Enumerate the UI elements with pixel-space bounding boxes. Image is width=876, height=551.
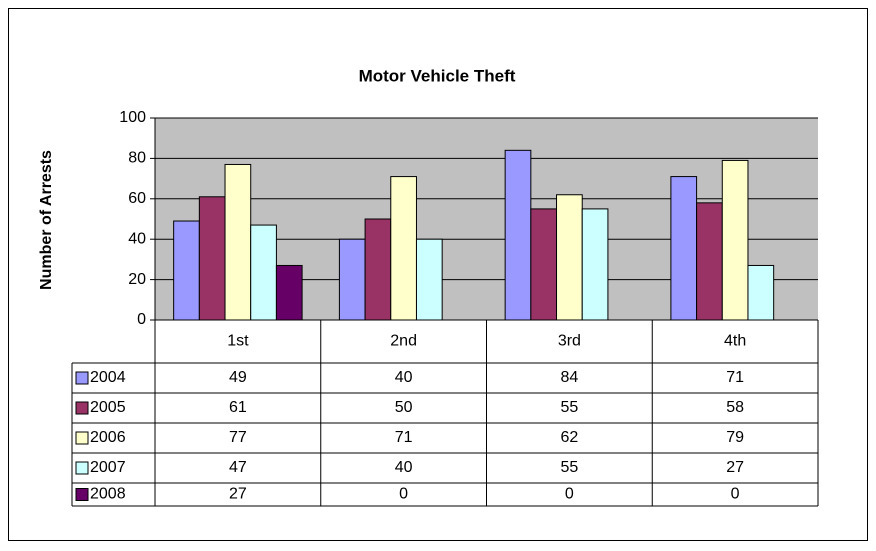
x-tick-label: 3rd bbox=[558, 333, 581, 350]
bar bbox=[198, 196, 226, 321]
legend-swatch bbox=[75, 461, 89, 475]
bar bbox=[581, 208, 609, 321]
y-tick-label: 80 bbox=[128, 150, 146, 167]
bar bbox=[556, 194, 583, 321]
table-value: 62 bbox=[560, 429, 578, 446]
x-tick-label: 2nd bbox=[390, 333, 417, 350]
table-value: 79 bbox=[726, 429, 744, 446]
legend-swatch bbox=[75, 371, 89, 385]
table-value: 77 bbox=[229, 429, 247, 446]
table-value: 84 bbox=[560, 369, 578, 386]
table-value: 40 bbox=[395, 369, 413, 386]
table-value: 40 bbox=[395, 459, 413, 476]
table-value: 47 bbox=[229, 459, 247, 476]
legend-label: 2004 bbox=[90, 369, 126, 386]
legend-label: 2006 bbox=[90, 429, 126, 446]
bar bbox=[275, 264, 303, 321]
bar bbox=[338, 238, 366, 321]
bar bbox=[224, 163, 252, 321]
bar bbox=[415, 238, 443, 321]
x-tick-label: 1st bbox=[227, 333, 249, 350]
legend-swatch bbox=[75, 488, 89, 501]
bar bbox=[747, 264, 775, 321]
chart-title: Motor Vehicle Theft bbox=[359, 66, 516, 85]
table-value: 0 bbox=[731, 486, 740, 503]
bar bbox=[696, 202, 723, 321]
table-value: 71 bbox=[726, 369, 744, 386]
bar bbox=[504, 149, 532, 321]
legend-label: 2005 bbox=[90, 399, 126, 416]
table-value: 27 bbox=[229, 486, 247, 503]
y-tick-label: 0 bbox=[137, 311, 146, 328]
y-tick-label: 100 bbox=[119, 109, 146, 126]
bar bbox=[530, 208, 558, 321]
bar bbox=[390, 176, 417, 321]
table-value: 55 bbox=[560, 459, 578, 476]
bar bbox=[721, 159, 749, 321]
table-value: 50 bbox=[395, 399, 413, 416]
legend-swatch bbox=[75, 401, 89, 415]
y-tick-label: 20 bbox=[128, 271, 146, 288]
table-value: 71 bbox=[395, 429, 413, 446]
table-value: 0 bbox=[565, 486, 574, 503]
y-axis-label: Number of Arrests bbox=[38, 150, 55, 290]
table-value: 49 bbox=[229, 369, 247, 386]
table-value: 27 bbox=[726, 459, 744, 476]
table-value: 0 bbox=[399, 486, 408, 503]
table-value: 58 bbox=[726, 399, 744, 416]
y-tick-label: 60 bbox=[128, 190, 146, 207]
table-value: 55 bbox=[560, 399, 578, 416]
bar bbox=[250, 224, 277, 321]
y-tick-label: 40 bbox=[128, 230, 146, 247]
bar bbox=[173, 220, 200, 321]
bar bbox=[364, 218, 392, 321]
table-value: 61 bbox=[229, 399, 247, 416]
bar bbox=[670, 176, 698, 321]
legend-swatch bbox=[75, 431, 89, 445]
legend-label: 2008 bbox=[90, 486, 126, 503]
x-tick-label: 4th bbox=[724, 333, 746, 350]
legend-label: 2007 bbox=[90, 459, 126, 476]
